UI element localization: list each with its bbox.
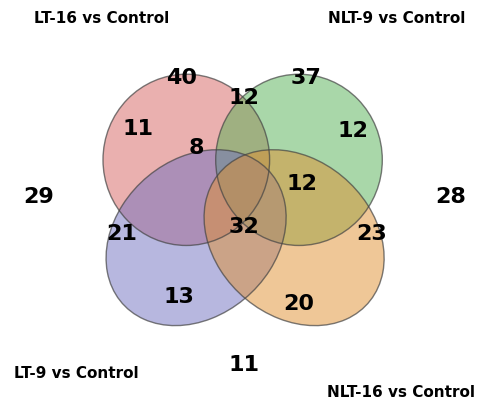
Text: 13: 13 <box>164 287 194 307</box>
Text: 40: 40 <box>166 68 197 88</box>
Text: NLT-9 vs Control: NLT-9 vs Control <box>328 11 466 26</box>
Text: 23: 23 <box>356 224 387 244</box>
Text: 21: 21 <box>106 224 137 244</box>
Text: 11: 11 <box>123 119 154 139</box>
Text: 20: 20 <box>284 294 314 314</box>
Text: 37: 37 <box>291 68 322 88</box>
Text: LT-9 vs Control: LT-9 vs Control <box>14 366 138 381</box>
Text: 12: 12 <box>228 88 259 108</box>
Ellipse shape <box>216 74 382 245</box>
Ellipse shape <box>106 150 286 326</box>
Text: 8: 8 <box>188 138 204 158</box>
Text: NLT-16 vs Control: NLT-16 vs Control <box>328 385 476 400</box>
Ellipse shape <box>103 74 270 245</box>
Text: 11: 11 <box>228 355 259 375</box>
Text: 28: 28 <box>436 187 466 207</box>
Text: 32: 32 <box>228 217 259 237</box>
Text: LT-16 vs Control: LT-16 vs Control <box>34 11 170 26</box>
Ellipse shape <box>204 150 384 326</box>
Text: 12: 12 <box>338 121 368 141</box>
Text: 29: 29 <box>23 187 54 207</box>
Text: 12: 12 <box>286 174 317 194</box>
